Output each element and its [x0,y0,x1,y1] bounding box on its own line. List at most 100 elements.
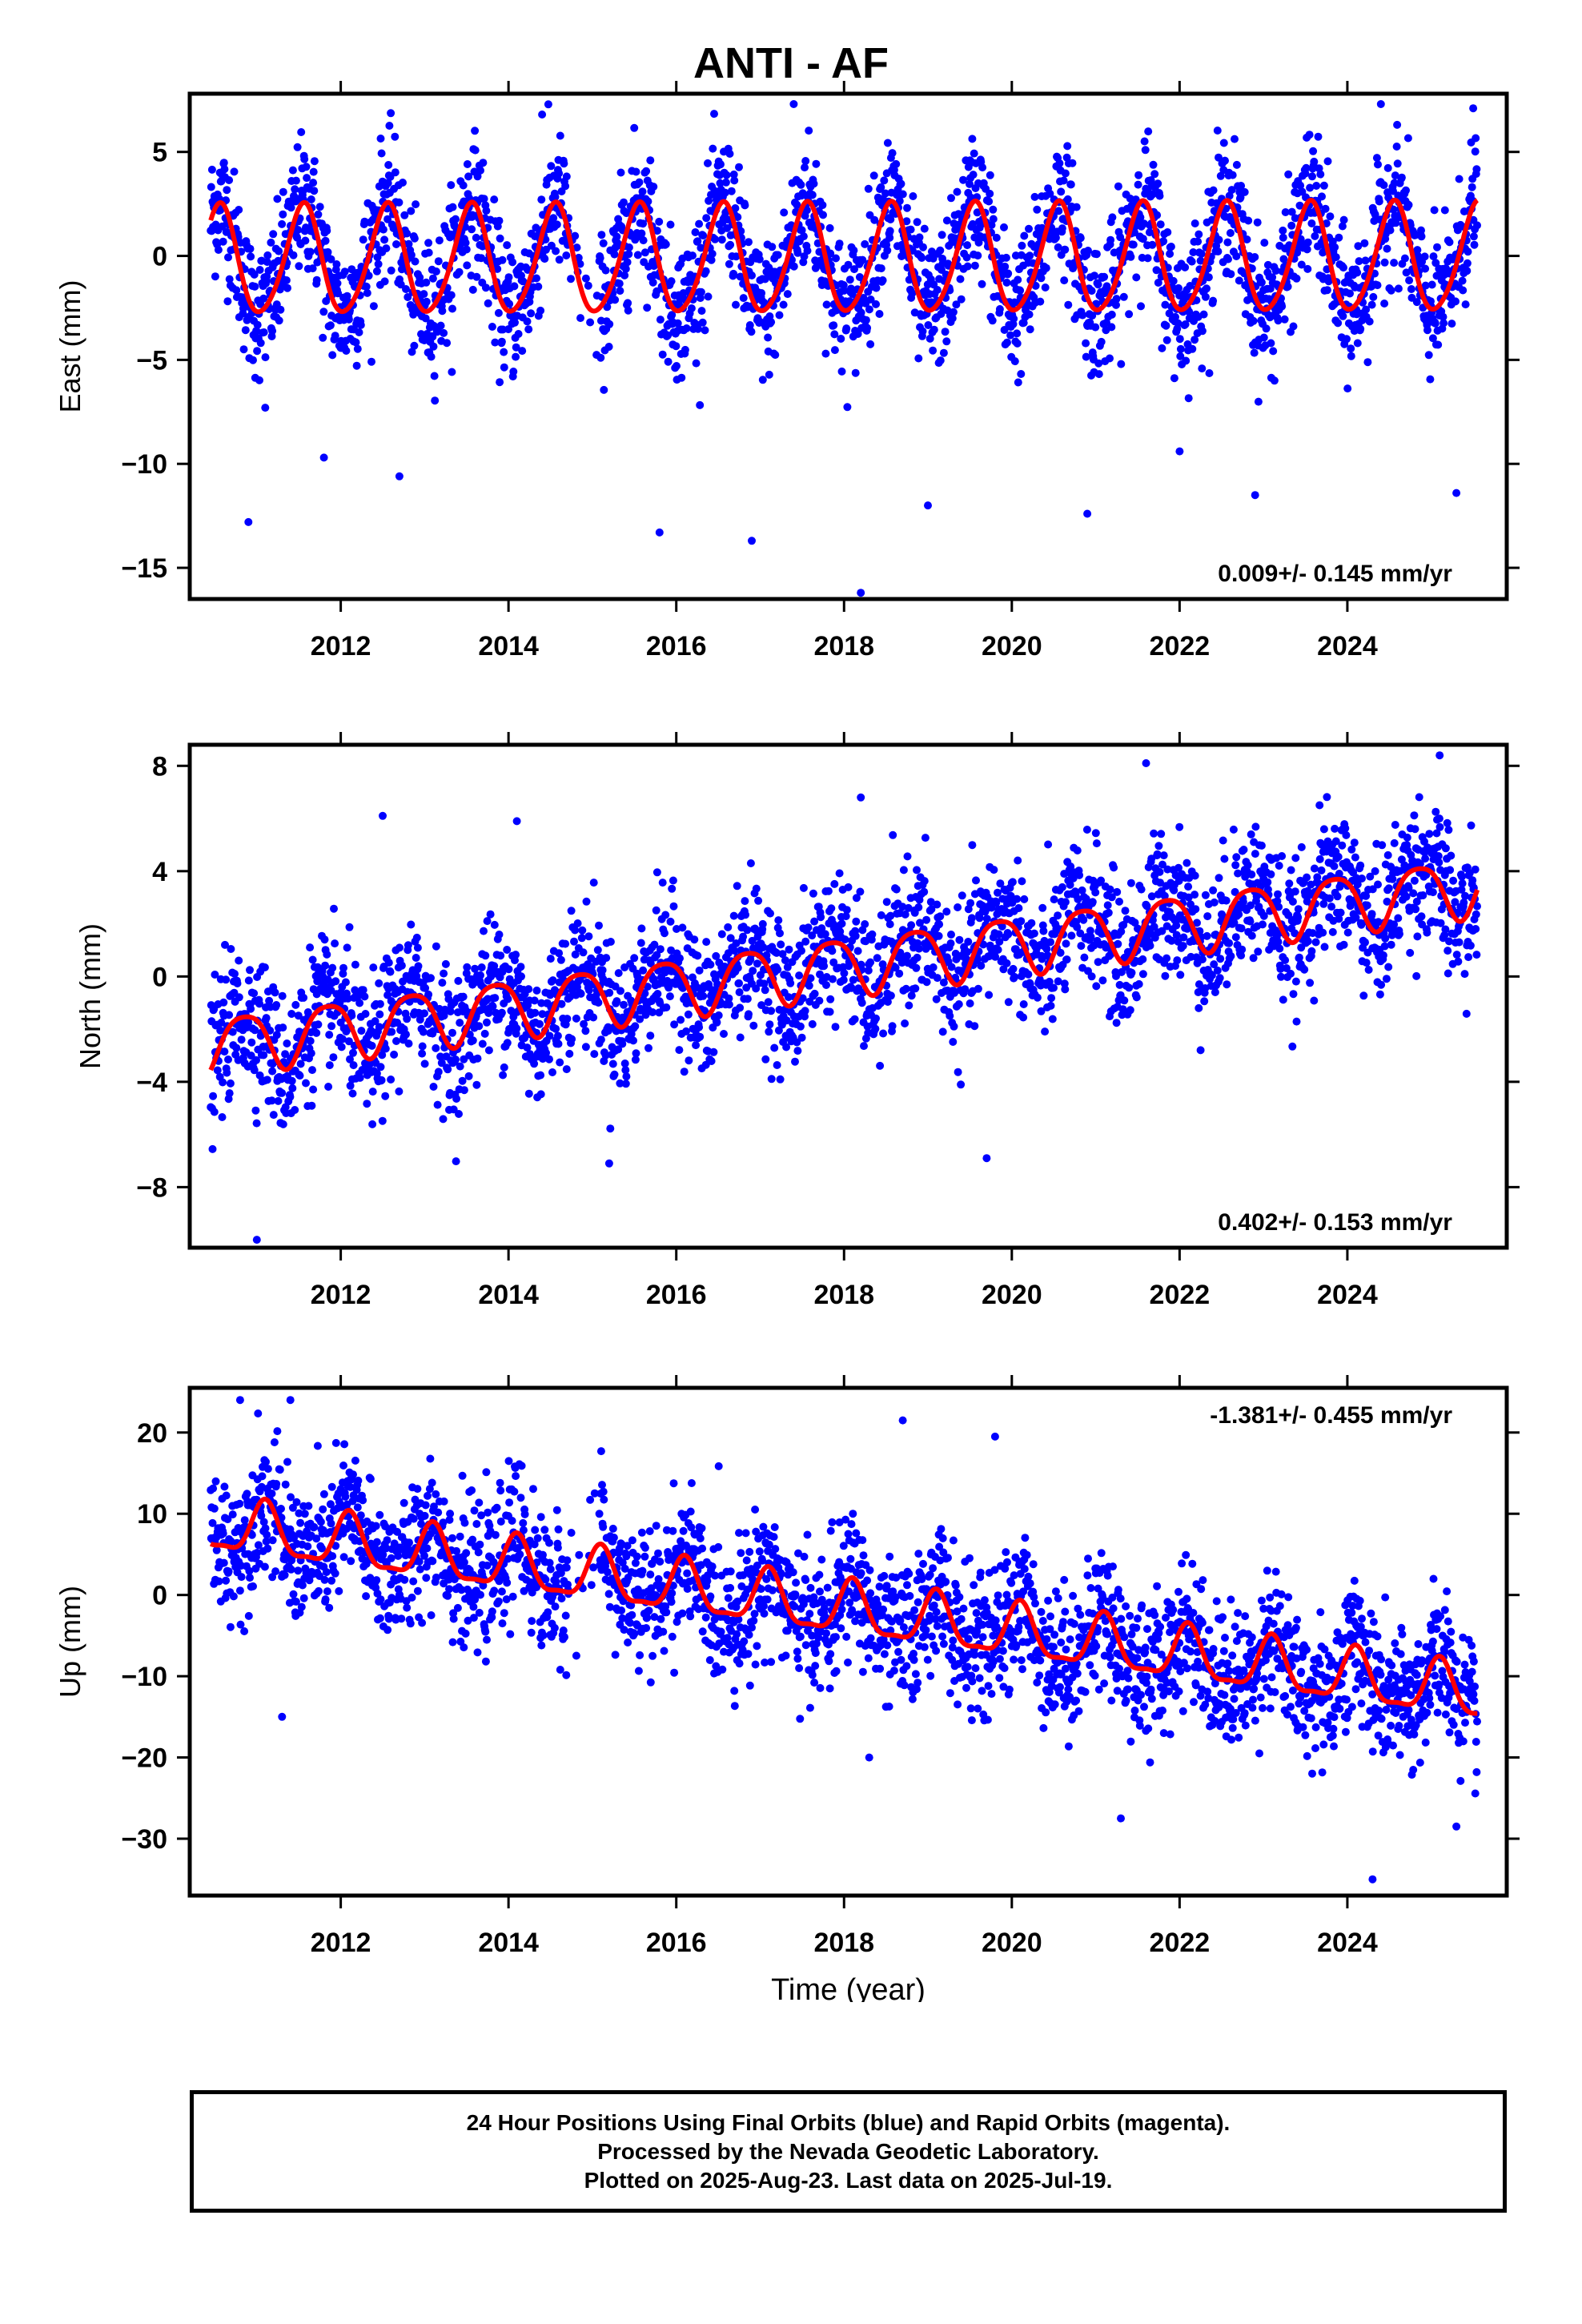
data-point [306,943,315,952]
data-point [1281,208,1290,216]
data-point [473,172,482,181]
data-point [495,931,504,939]
data-point [853,330,862,338]
data-point [861,316,870,324]
data-point [1421,264,1430,273]
data-point [1026,251,1034,260]
data-point [1203,284,1211,293]
data-point [888,149,897,158]
data-point [207,183,215,191]
data-point [1182,858,1191,867]
data-point [452,215,460,223]
data-point [895,969,904,978]
data-point [802,206,811,215]
data-point [1472,165,1481,174]
data-point [598,966,607,975]
data-point [913,953,921,962]
data-point [345,923,354,931]
data-point [909,192,917,200]
data-point [490,920,499,929]
data-point [729,911,738,920]
data-point [1203,931,1211,940]
data-point [639,966,648,975]
data-point [649,183,658,191]
data-point [1251,491,1259,500]
data-point [1393,120,1402,129]
data-point [307,195,315,203]
data-point [503,1039,512,1047]
data-point [1176,344,1185,353]
data-point [640,248,649,257]
y-tick-label: 5 [152,138,167,168]
data-point [363,1100,371,1108]
data-point [669,902,678,911]
data-point [402,1030,410,1039]
data-point [279,1120,287,1128]
data-point [673,362,681,370]
data-point [898,190,907,199]
data-point [864,184,873,193]
data-point [804,923,813,932]
data-point [1223,238,1232,247]
data-point [1110,863,1118,872]
data-point [968,135,977,143]
data-point [1078,311,1087,320]
data-point [504,273,513,282]
data-point [942,907,951,916]
data-point [262,1014,271,1023]
data-point [878,276,887,284]
data-point [589,1013,598,1022]
data-point [1060,276,1069,285]
data-point [1232,160,1241,169]
data-point [435,236,444,245]
data-point [747,328,756,336]
data-point [476,971,484,979]
data-point [1054,207,1063,215]
data-point [1072,203,1081,211]
data-point [1170,374,1178,383]
data-point [1232,252,1241,260]
data-point [310,157,319,166]
data-point [957,295,966,304]
data-point [1134,180,1142,189]
data-point [1153,211,1162,219]
data-point [283,283,291,292]
data-point [936,912,945,921]
data-point [781,956,789,965]
data-point [1061,245,1070,254]
data-point [927,247,936,256]
data-point [1254,397,1263,406]
data-point [707,1057,716,1065]
data-point [339,963,347,972]
data-point [408,348,416,356]
data-point [1058,883,1066,891]
data-point [1140,137,1149,146]
data-point [978,279,986,288]
data-point [851,931,860,940]
data-point [472,272,481,281]
data-point [392,240,400,248]
data-point [615,279,624,288]
data-point [735,979,743,987]
data-point [496,378,504,387]
data-point [458,1076,467,1085]
data-point [1077,942,1086,951]
data-point [721,188,729,197]
data-point [970,261,979,270]
data-point [1175,822,1184,831]
data-point [331,332,339,340]
data-point [869,171,878,180]
data-point [1210,898,1219,907]
data-point [440,328,448,337]
data-point [1237,182,1246,190]
data-point [1198,364,1207,373]
data-point [246,244,255,253]
data-point [822,981,830,989]
data-point [1087,287,1096,296]
data-point [323,247,332,256]
data-point [662,1003,671,1011]
data-point [247,1038,256,1047]
data-point [711,235,720,243]
data-point [745,238,753,247]
data-point [500,363,508,372]
